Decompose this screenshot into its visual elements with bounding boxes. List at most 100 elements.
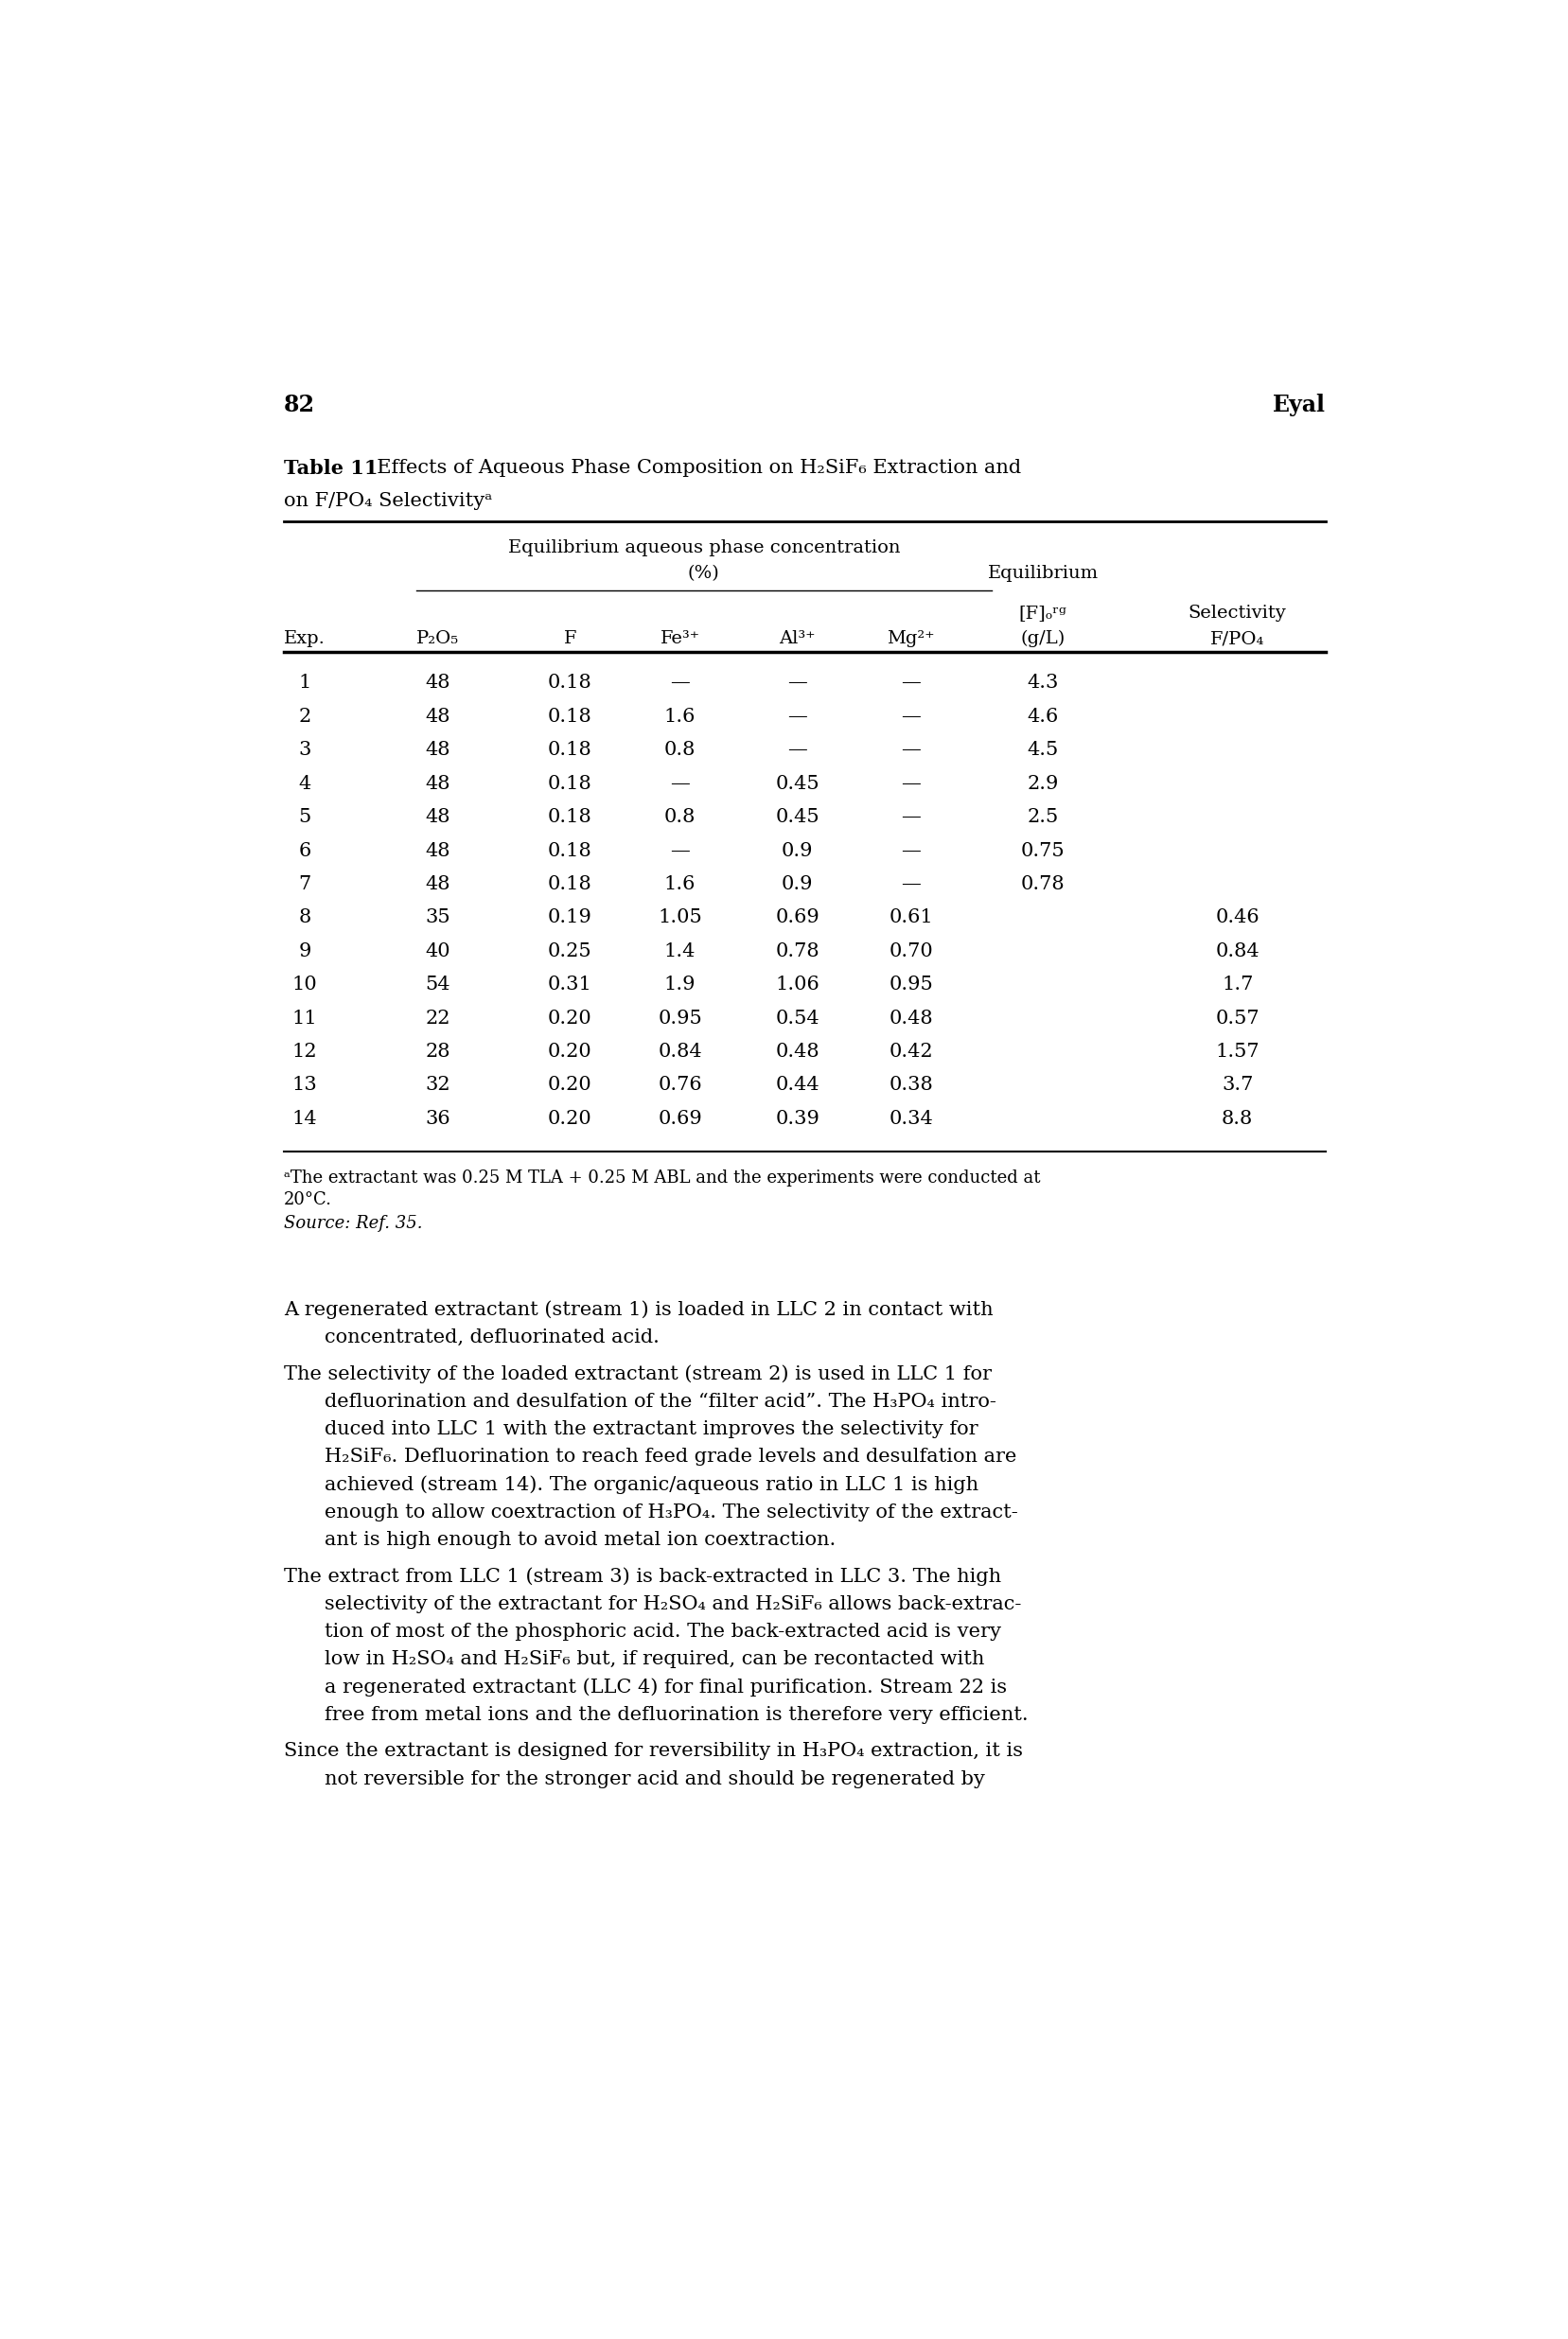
Text: 0.9: 0.9 [781,875,814,893]
Text: Al³⁺: Al³⁺ [779,632,815,648]
Text: 0.84: 0.84 [659,1043,702,1062]
Text: (g/L): (g/L) [1021,632,1065,648]
Text: 0.48: 0.48 [775,1043,820,1062]
Text: achieved (stream 14). The organic/aqueous ratio in LLC 1 is high: achieved (stream 14). The organic/aqueou… [325,1476,978,1495]
Text: 13: 13 [292,1076,317,1095]
Text: low in H₂SO₄ and H₂SiF₆ but, if required, can be recontacted with: low in H₂SO₄ and H₂SiF₆ but, if required… [325,1651,985,1668]
Text: 1.6: 1.6 [665,709,696,725]
Text: Effects of Aqueous Phase Composition on H₂SiF₆ Extraction and: Effects of Aqueous Phase Composition on … [365,458,1021,477]
Text: Exp.: Exp. [284,632,325,648]
Text: Source: Ref. 35.: Source: Ref. 35. [284,1214,423,1233]
Text: (%): (%) [688,564,720,582]
Text: free from metal ions and the defluorination is therefore very efficient.: free from metal ions and the defluorinat… [325,1705,1029,1724]
Text: enough to allow coextraction of H₃PO₄. The selectivity of the extract-: enough to allow coextraction of H₃PO₄. T… [325,1504,1018,1520]
Text: —: — [670,842,690,861]
Text: 0.19: 0.19 [547,910,593,926]
Text: 0.18: 0.18 [547,674,593,692]
Text: 1.06: 1.06 [775,975,820,994]
Text: 5: 5 [298,809,310,826]
Text: 35: 35 [425,910,450,926]
Text: 0.45: 0.45 [775,774,820,793]
Text: The extract from LLC 1 (stream 3) is back-extracted in LLC 3. The high: The extract from LLC 1 (stream 3) is bac… [284,1567,1002,1586]
Text: Equilibrium aqueous phase concentration: Equilibrium aqueous phase concentration [508,540,900,557]
Text: 0.8: 0.8 [665,741,696,760]
Text: 0.20: 0.20 [547,1043,593,1062]
Text: 11: 11 [292,1008,317,1027]
Text: 7: 7 [298,875,310,893]
Text: —: — [902,842,920,861]
Text: —: — [787,674,808,692]
Text: 0.84: 0.84 [1215,943,1259,961]
Text: 0.18: 0.18 [547,774,593,793]
Text: 0.61: 0.61 [889,910,933,926]
Text: 0.46: 0.46 [1215,910,1259,926]
Text: 48: 48 [425,741,450,760]
Text: a regenerated extractant (LLC 4) for final purification. Stream 22 is: a regenerated extractant (LLC 4) for fin… [325,1677,1007,1696]
Text: 22: 22 [425,1008,450,1027]
Text: 0.75: 0.75 [1021,842,1065,861]
Text: 0.31: 0.31 [547,975,593,994]
Text: 1.7: 1.7 [1221,975,1253,994]
Text: 0.42: 0.42 [889,1043,933,1062]
Text: 2.5: 2.5 [1027,809,1058,826]
Text: Selectivity: Selectivity [1189,606,1286,622]
Text: 4: 4 [298,774,310,793]
Text: 0.18: 0.18 [547,809,593,826]
Text: 54: 54 [425,975,450,994]
Text: H₂SiF₆. Defluorination to reach feed grade levels and desulfation are: H₂SiF₆. Defluorination to reach feed gra… [325,1448,1016,1467]
Text: —: — [787,709,808,725]
Text: 0.34: 0.34 [889,1109,933,1127]
Text: 0.95: 0.95 [659,1008,702,1027]
Text: 1.6: 1.6 [665,875,696,893]
Text: 0.48: 0.48 [889,1008,933,1027]
Text: 3.7: 3.7 [1221,1076,1253,1095]
Text: 0.69: 0.69 [775,910,820,926]
Text: 14: 14 [292,1109,317,1127]
Text: duced into LLC 1 with the extractant improves the selectivity for: duced into LLC 1 with the extractant imp… [325,1420,978,1438]
Text: 48: 48 [425,774,450,793]
Text: 0.18: 0.18 [547,709,593,725]
Text: —: — [902,674,920,692]
Text: —: — [902,875,920,893]
Text: P₂O₅: P₂O₅ [417,632,459,648]
Text: 48: 48 [425,875,450,893]
Text: 8: 8 [298,910,310,926]
Text: defluorination and desulfation of the “filter acid”. The H₃PO₄ intro-: defluorination and desulfation of the “f… [325,1392,996,1410]
Text: 0.18: 0.18 [547,741,593,760]
Text: 6: 6 [298,842,310,861]
Text: concentrated, defluorinated acid.: concentrated, defluorinated acid. [325,1329,659,1347]
Text: 0.76: 0.76 [659,1076,702,1095]
Text: 2.9: 2.9 [1027,774,1058,793]
Text: Mg²⁺: Mg²⁺ [887,632,935,648]
Text: 0.78: 0.78 [1021,875,1065,893]
Text: 4.6: 4.6 [1027,709,1058,725]
Text: Equilibrium: Equilibrium [988,564,1099,582]
Text: 48: 48 [425,709,450,725]
Text: 48: 48 [425,674,450,692]
Text: 0.9: 0.9 [781,842,814,861]
Text: —: — [670,674,690,692]
Text: selectivity of the extractant for H₂SO₄ and H₂SiF₆ allows back-extrac-: selectivity of the extractant for H₂SO₄ … [325,1595,1021,1614]
Text: 0.20: 0.20 [547,1008,593,1027]
Text: 2: 2 [298,709,310,725]
Text: 32: 32 [425,1076,450,1095]
Text: 20°C.: 20°C. [284,1191,332,1209]
Text: 0.69: 0.69 [659,1109,702,1127]
Text: —: — [902,741,920,760]
Text: F/PO₄: F/PO₄ [1210,632,1264,648]
Text: 0.8: 0.8 [665,809,696,826]
Text: 0.38: 0.38 [889,1076,933,1095]
Text: 4.3: 4.3 [1027,674,1058,692]
Text: not reversible for the stronger acid and should be regenerated by: not reversible for the stronger acid and… [325,1771,985,1787]
Text: 4.5: 4.5 [1027,741,1058,760]
Text: Eyal: Eyal [1272,393,1325,416]
Text: 0.39: 0.39 [775,1109,820,1127]
Text: 1: 1 [298,674,310,692]
Text: 8.8: 8.8 [1221,1109,1253,1127]
Text: 0.78: 0.78 [775,943,820,961]
Text: 0.70: 0.70 [889,943,933,961]
Text: 0.54: 0.54 [775,1008,820,1027]
Text: 1.05: 1.05 [659,910,702,926]
Text: 1.9: 1.9 [665,975,696,994]
Text: Table 11: Table 11 [284,458,378,477]
